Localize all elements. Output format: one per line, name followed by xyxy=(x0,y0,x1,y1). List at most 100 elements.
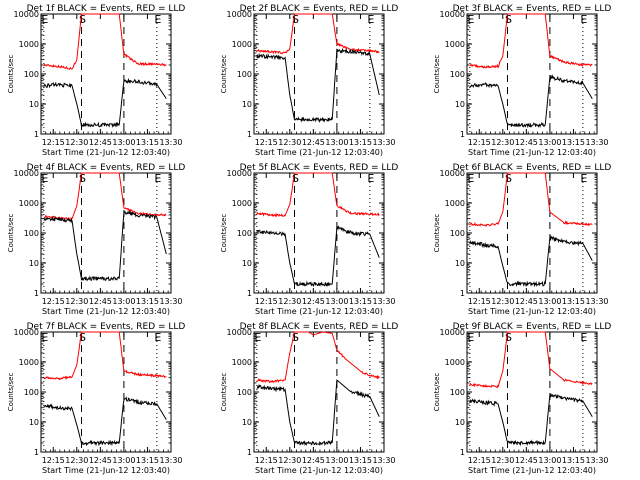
marker-label: E xyxy=(467,172,474,185)
x-tick-label: 12:30 xyxy=(491,138,514,147)
plot-frame xyxy=(466,13,598,135)
y-tick-label: 1000 xyxy=(445,358,465,367)
x-tick-label: 13:00 xyxy=(325,456,348,465)
panel-title: Det 9f BLACK = Events, RED = LLD xyxy=(453,322,612,332)
y-tick-label: 1 xyxy=(460,448,465,457)
x-axis-label: Start Time (21-Jun-12 12:03:40) xyxy=(42,307,170,316)
lld-series-line xyxy=(43,13,167,70)
x-tick-label: 12:15 xyxy=(42,456,65,465)
y-tick-label: 1 xyxy=(247,130,252,139)
x-axis-label: Start Time (21-Jun-12 12:03:40) xyxy=(255,148,383,157)
marker-label: E xyxy=(41,13,48,26)
y-tick-label: 10000 xyxy=(14,328,39,337)
x-tick-label: 12:15 xyxy=(468,456,491,465)
x-tick-label: 12:30 xyxy=(278,138,301,147)
plot-frame xyxy=(40,13,172,135)
y-tick-label: 1000 xyxy=(445,40,465,49)
x-tick-label: 12:45 xyxy=(515,138,538,147)
y-tick-label: 1000 xyxy=(19,358,39,367)
marker-label: E xyxy=(367,13,374,26)
y-axis-label: Counts/sec xyxy=(7,373,15,412)
x-tick-label: 13:30 xyxy=(372,456,395,465)
marker-label: S xyxy=(292,331,299,344)
y-tick-label: 1000 xyxy=(19,199,39,208)
x-axis-label: Start Time (21-Jun-12 12:03:40) xyxy=(255,307,383,316)
marker-label: E xyxy=(154,331,161,344)
marker-label: S xyxy=(79,331,86,344)
events-series-line xyxy=(43,396,167,447)
detector-panel-5: Det 5f BLACK = Events, RED = LLD 1 10 100 10… xyxy=(220,163,398,316)
lld-series-line xyxy=(256,172,380,218)
y-tick-label: 1000 xyxy=(232,40,252,49)
marker-label: S xyxy=(505,13,512,26)
x-tick-label: 12:45 xyxy=(302,297,325,306)
events-series-line xyxy=(469,393,593,447)
panel-title: Det 1f BLACK = Events, RED = LLD xyxy=(27,4,186,14)
y-tick-label: 10 xyxy=(242,100,252,109)
marker-label: E xyxy=(580,172,587,185)
x-tick-label: 13:30 xyxy=(159,456,182,465)
y-tick-label: 10 xyxy=(29,259,39,268)
x-tick-label: 13:15 xyxy=(136,138,159,147)
x-axis-label: Start Time (21-Jun-12 12:03:40) xyxy=(42,148,170,157)
plot-frame xyxy=(466,331,598,453)
y-tick-label: 100 xyxy=(237,70,252,79)
events-series-line xyxy=(469,74,593,129)
x-tick-label: 13:00 xyxy=(538,138,561,147)
panel-title: Det 5f BLACK = Events, RED = LLD xyxy=(240,163,399,173)
y-tick-label: 100 xyxy=(24,229,39,238)
events-series-line xyxy=(256,47,380,123)
marker-label: S xyxy=(79,13,86,26)
marker-label: S xyxy=(79,172,86,185)
detector-panel-3: Det 3f BLACK = Events, RED = LLD 1 10 100 10… xyxy=(433,4,611,157)
y-tick-label: 100 xyxy=(237,388,252,397)
x-tick-label: 12:30 xyxy=(278,297,301,306)
x-tick-label: 13:00 xyxy=(538,456,561,465)
x-tick-label: 13:15 xyxy=(562,297,585,306)
x-tick-label: 13:30 xyxy=(159,297,182,306)
x-axis-label: Start Time (21-Jun-12 12:03:40) xyxy=(468,307,596,316)
x-axis-label: Start Time (21-Jun-12 12:03:40) xyxy=(42,466,170,475)
y-tick-label: 1 xyxy=(34,289,39,298)
x-tick-label: 12:45 xyxy=(89,456,112,465)
x-tick-label: 13:00 xyxy=(538,297,561,306)
marker-label: E xyxy=(580,331,587,344)
x-tick-label: 13:30 xyxy=(585,138,608,147)
x-tick-label: 13:00 xyxy=(112,138,135,147)
x-tick-label: 13:30 xyxy=(585,297,608,306)
x-tick-label: 13:15 xyxy=(562,456,585,465)
marker-label: E xyxy=(367,331,374,344)
x-tick-label: 12:45 xyxy=(515,297,538,306)
marker-label: E xyxy=(41,331,48,344)
detector-panel-2: Det 2f BLACK = Events, RED = LLD 1 10 100 10… xyxy=(220,4,398,157)
y-axis-label: Counts/sec xyxy=(7,214,15,253)
y-tick-label: 10000 xyxy=(227,169,252,178)
y-tick-label: 1 xyxy=(460,130,465,139)
marker-label: E xyxy=(254,331,261,344)
y-tick-label: 10 xyxy=(242,259,252,268)
plot-frame xyxy=(253,331,385,453)
y-tick-label: 10000 xyxy=(227,328,252,337)
y-axis-label: Counts/sec xyxy=(220,214,228,253)
events-series-line xyxy=(256,379,380,447)
x-tick-label: 12:45 xyxy=(89,138,112,147)
x-tick-label: 12:30 xyxy=(65,138,88,147)
lld-series-line xyxy=(469,13,593,69)
events-series-line xyxy=(256,225,380,288)
y-axis-label: Counts/sec xyxy=(433,373,441,412)
x-tick-label: 13:00 xyxy=(112,297,135,306)
y-tick-label: 100 xyxy=(24,388,39,397)
x-tick-label: 13:15 xyxy=(349,138,372,147)
y-axis-label: Counts/sec xyxy=(220,373,228,412)
plot-frame xyxy=(40,172,172,294)
y-tick-label: 100 xyxy=(450,70,465,79)
y-tick-label: 10000 xyxy=(14,169,39,178)
detector-panel-1: Det 1f BLACK = Events, RED = LLD 1 10 100 10… xyxy=(7,4,185,157)
y-tick-label: 10000 xyxy=(440,10,465,19)
x-tick-label: 12:45 xyxy=(89,297,112,306)
detector-panel-8: Det 8f BLACK = Events, RED = LLD 1 10 100 10… xyxy=(220,322,398,475)
panel-title: Det 2f BLACK = Events, RED = LLD xyxy=(240,4,399,14)
y-tick-label: 1000 xyxy=(445,199,465,208)
x-tick-label: 13:00 xyxy=(325,138,348,147)
